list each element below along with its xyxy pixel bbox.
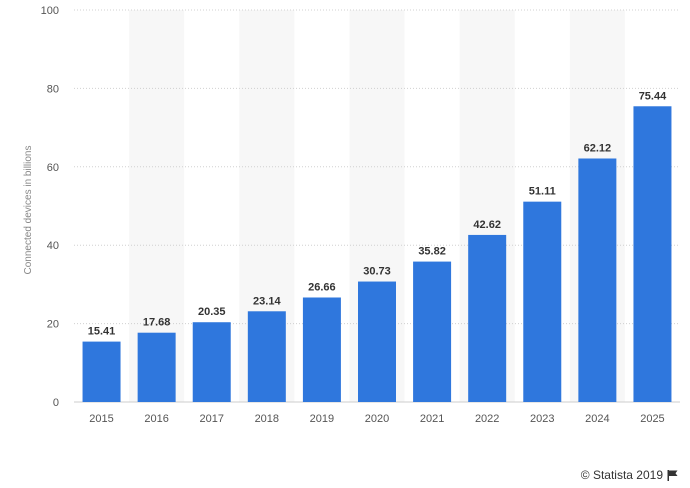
statista-credit[interactable]: © Statista 2019 — [581, 468, 678, 482]
credit-text: © Statista 2019 — [580, 468, 663, 482]
x-tick-label: 2015 — [89, 413, 113, 425]
bar-2020[interactable] — [358, 281, 396, 402]
y-tick-label: 20 — [47, 319, 59, 331]
bar-2025[interactable] — [633, 106, 672, 402]
x-tick-label: 2017 — [199, 413, 223, 425]
y-tick-label: 60 — [47, 162, 59, 174]
data-label: 20.35 — [198, 306, 226, 318]
data-label: 35.82 — [418, 246, 446, 258]
x-tick-label: 2019 — [310, 413, 334, 425]
x-tick-label: 2016 — [144, 413, 168, 425]
y-axis-ticks: 0 20 40 60 80 100 — [41, 5, 59, 409]
bar-2017[interactable] — [192, 322, 231, 402]
bar-2023[interactable] — [523, 201, 562, 402]
x-tick-label: 2021 — [420, 413, 444, 425]
x-tick-label: 2023 — [530, 413, 554, 425]
y-tick-label: 100 — [41, 5, 59, 17]
x-tick-label: 2018 — [255, 413, 279, 425]
y-axis-label: Connected devices in billions — [23, 146, 34, 275]
flag-icon — [667, 469, 678, 481]
x-tick-label: 2020 — [365, 413, 389, 425]
y-tick-label: 80 — [47, 83, 59, 95]
bar-2019[interactable] — [302, 297, 341, 402]
bar-2015[interactable] — [82, 341, 121, 402]
y-tick-label: 0 — [53, 397, 59, 409]
data-label: 26.66 — [308, 281, 336, 293]
x-axis-ticks: 2015 2016 2017 2018 2019 2020 2021 2022 2023 2024… — [89, 413, 664, 425]
bar-2024[interactable] — [578, 158, 617, 402]
data-label: 23.14 — [253, 295, 281, 307]
y-tick-label: 40 — [47, 240, 59, 252]
bar-2022[interactable] — [468, 234, 507, 402]
x-tick-label: 2022 — [475, 413, 499, 425]
data-label: 15.41 — [88, 326, 116, 338]
bars — [82, 106, 672, 402]
data-label: 62.12 — [584, 142, 612, 154]
data-label: 75.44 — [639, 90, 667, 102]
data-label: 42.62 — [473, 219, 501, 231]
x-tick-label: 2024 — [585, 413, 609, 425]
data-labels: 15.41 17.68 20.35 23.14 26.66 30.73 35.82 42.62… — [88, 90, 667, 337]
data-label: 17.68 — [143, 317, 171, 329]
data-label: 30.73 — [363, 266, 391, 278]
bar-2016[interactable] — [137, 332, 176, 402]
x-tick-label: 2025 — [640, 413, 664, 425]
data-label: 51.11 — [529, 186, 556, 198]
bar-2018[interactable] — [247, 311, 286, 402]
bar-2021[interactable] — [413, 261, 452, 402]
